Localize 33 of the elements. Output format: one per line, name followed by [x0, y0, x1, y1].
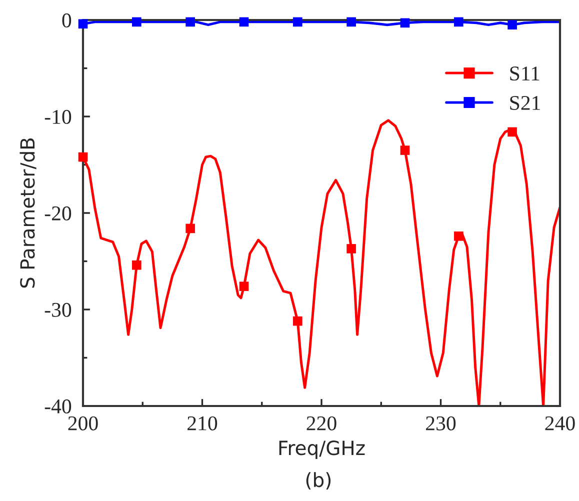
y-tick-label: -10 — [44, 110, 72, 124]
y-tick-label: -30 — [44, 302, 72, 317]
point — [292, 17, 302, 27]
x-tick-label: 220 — [306, 416, 336, 430]
y-tick-label: -40 — [44, 399, 72, 414]
point — [186, 224, 195, 234]
point — [508, 127, 517, 137]
point — [186, 17, 195, 27]
point — [400, 146, 410, 155]
x-tick-label: 230 — [426, 416, 456, 430]
y-tick-label: -20 — [44, 206, 72, 220]
x-axis-title: Freq/GHz — [279, 440, 365, 459]
legend-label: S11 — [510, 66, 540, 81]
point — [78, 19, 88, 29]
x-tick-label: 210 — [188, 416, 218, 430]
x-tick-label: 240 — [545, 416, 575, 430]
point — [346, 17, 356, 27]
x-tick-label: 200 — [68, 416, 98, 430]
text: (b) — [306, 472, 331, 490]
y-axis-title: S Parameter/dB — [20, 138, 36, 288]
point — [132, 260, 142, 270]
point — [508, 20, 517, 30]
point — [132, 17, 142, 27]
point — [78, 152, 88, 162]
y-tick-label: 0 — [62, 13, 72, 28]
point — [346, 244, 356, 254]
point — [454, 232, 464, 241]
point — [239, 282, 249, 291]
point — [400, 18, 410, 28]
point — [239, 17, 249, 27]
legend-label: S21 — [510, 96, 540, 110]
point — [454, 17, 464, 27]
point — [292, 316, 302, 326]
